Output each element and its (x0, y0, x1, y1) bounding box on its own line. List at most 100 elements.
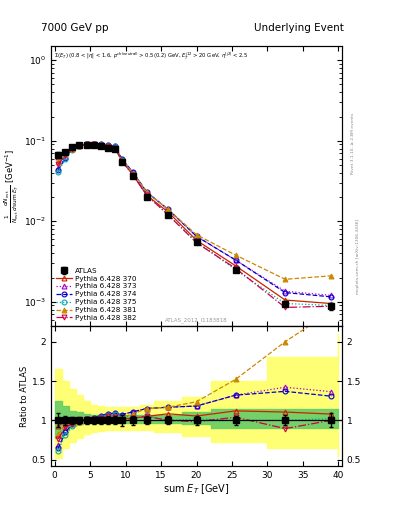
Pythia 6.428 373 (70, 145, 75, 152)
Line: Pythia 6.428 370: Pythia 6.428 370 (56, 142, 334, 306)
Line: Pythia 6.428 382: Pythia 6.428 382 (56, 142, 334, 310)
Pythia 6.428 374 (56, 167, 61, 174)
Pythia 6.428 373 (77, 142, 82, 148)
Pythia 6.428 374 (130, 169, 135, 175)
Pythia 6.428 374 (98, 141, 103, 147)
Text: mcplots.cern.ch [arXiv:1306.3436]: mcplots.cern.ch [arXiv:1306.3436] (356, 219, 360, 293)
Line: Pythia 6.428 374: Pythia 6.428 374 (56, 141, 334, 300)
Y-axis label: $\frac{1}{N_\mathrm{evt}} \frac{d N_\mathrm{evt}}{d\,\mathrm{sum}\,E_T}$ [GeV$^{: $\frac{1}{N_\mathrm{evt}} \frac{d N_\mat… (3, 149, 21, 223)
Pythia 6.428 381 (77, 143, 82, 149)
Pythia 6.428 375 (84, 141, 89, 147)
Pythia 6.428 373 (329, 292, 334, 298)
Pythia 6.428 373 (56, 165, 61, 171)
Pythia 6.428 370 (194, 237, 199, 243)
Pythia 6.428 370 (98, 142, 103, 148)
Pythia 6.428 370 (112, 144, 117, 151)
Pythia 6.428 382 (105, 143, 110, 149)
Pythia 6.428 373 (91, 141, 96, 147)
Pythia 6.428 381 (130, 169, 135, 176)
Pythia 6.428 370 (145, 192, 149, 198)
Pythia 6.428 374 (91, 141, 96, 147)
Pythia 6.428 374 (329, 294, 334, 300)
Pythia 6.428 382 (91, 141, 96, 147)
Pythia 6.428 382 (119, 159, 124, 165)
Pythia 6.428 373 (130, 169, 135, 175)
Pythia 6.428 375 (329, 303, 334, 309)
Pythia 6.428 370 (77, 142, 82, 148)
Pythia 6.428 382 (77, 143, 82, 149)
Text: ATLAS_2012_I1183818: ATLAS_2012_I1183818 (165, 317, 228, 323)
Pythia 6.428 381 (166, 206, 171, 212)
Pythia 6.428 381 (119, 157, 124, 163)
Y-axis label: Ratio to ATLAS: Ratio to ATLAS (20, 366, 29, 426)
Pythia 6.428 375 (56, 169, 61, 175)
Pythia 6.428 381 (112, 144, 117, 151)
Pythia 6.428 373 (119, 156, 124, 162)
Pythia 6.428 370 (91, 141, 96, 147)
Pythia 6.428 375 (91, 141, 96, 147)
Pythia 6.428 382 (130, 172, 135, 178)
Pythia 6.428 375 (145, 192, 149, 198)
Pythia 6.428 382 (329, 303, 334, 309)
Pythia 6.428 381 (233, 252, 238, 258)
Line: Pythia 6.428 381: Pythia 6.428 381 (56, 143, 334, 282)
Pythia 6.428 374 (63, 155, 68, 161)
Pythia 6.428 382 (70, 146, 75, 152)
Pythia 6.428 370 (105, 143, 110, 150)
Pythia 6.428 370 (283, 297, 288, 303)
Pythia 6.428 374 (233, 257, 238, 263)
Pythia 6.428 382 (98, 142, 103, 148)
Pythia 6.428 382 (63, 152, 68, 158)
Line: Pythia 6.428 373: Pythia 6.428 373 (56, 141, 334, 298)
Pythia 6.428 374 (77, 142, 82, 148)
Pythia 6.428 374 (112, 143, 117, 149)
Pythia 6.428 382 (233, 265, 238, 271)
Pythia 6.428 375 (98, 141, 103, 147)
Pythia 6.428 370 (70, 144, 75, 151)
Pythia 6.428 382 (56, 161, 61, 167)
Pythia 6.428 375 (63, 156, 68, 162)
Pythia 6.428 374 (70, 146, 75, 152)
Pythia 6.428 382 (84, 141, 89, 147)
Pythia 6.428 381 (283, 276, 288, 283)
Pythia 6.428 375 (130, 170, 135, 177)
Pythia 6.428 374 (119, 156, 124, 162)
Pythia 6.428 382 (194, 240, 199, 246)
Pythia 6.428 373 (283, 288, 288, 294)
Pythia 6.428 375 (233, 267, 238, 273)
Pythia 6.428 374 (283, 289, 288, 295)
Pythia 6.428 370 (119, 158, 124, 164)
Pythia 6.428 374 (84, 141, 89, 147)
Pythia 6.428 375 (194, 239, 199, 245)
Pythia 6.428 381 (329, 273, 334, 279)
Pythia 6.428 382 (283, 304, 288, 310)
Pythia 6.428 381 (63, 151, 68, 157)
Pythia 6.428 375 (105, 142, 110, 148)
Pythia 6.428 370 (329, 301, 334, 307)
Pythia 6.428 373 (194, 233, 199, 240)
Pythia 6.428 382 (145, 192, 149, 198)
Pythia 6.428 382 (166, 212, 171, 218)
Pythia 6.428 375 (112, 143, 117, 150)
Pythia 6.428 374 (194, 233, 199, 240)
Pythia 6.428 375 (70, 147, 75, 153)
Pythia 6.428 374 (145, 189, 149, 195)
Pythia 6.428 375 (283, 301, 288, 307)
Pythia 6.428 373 (63, 154, 68, 160)
Legend: ATLAS, Pythia 6.428 370, Pythia 6.428 373, Pythia 6.428 374, Pythia 6.428 375, P: ATLAS, Pythia 6.428 370, Pythia 6.428 37… (55, 266, 138, 323)
Text: Underlying Event: Underlying Event (254, 23, 343, 33)
Pythia 6.428 374 (105, 142, 110, 148)
Pythia 6.428 373 (84, 141, 89, 147)
Pythia 6.428 374 (166, 206, 171, 212)
Pythia 6.428 373 (166, 206, 171, 212)
Text: 7000 GeV pp: 7000 GeV pp (41, 23, 108, 33)
Pythia 6.428 381 (70, 145, 75, 152)
Pythia 6.428 375 (77, 143, 82, 149)
Pythia 6.428 381 (105, 143, 110, 150)
Pythia 6.428 370 (130, 172, 135, 178)
Pythia 6.428 370 (84, 141, 89, 147)
Pythia 6.428 381 (194, 231, 199, 238)
Pythia 6.428 375 (166, 212, 171, 218)
Pythia 6.428 381 (98, 142, 103, 148)
Text: $\Sigma(E_T)$ (0.8 < $|\eta|$ < 1.6, $p^{ch(neutral)}$ > 0.5(0.2) GeV, $E_T^{j12: $\Sigma(E_T)$ (0.8 < $|\eta|$ < 1.6, $p^… (54, 50, 248, 61)
